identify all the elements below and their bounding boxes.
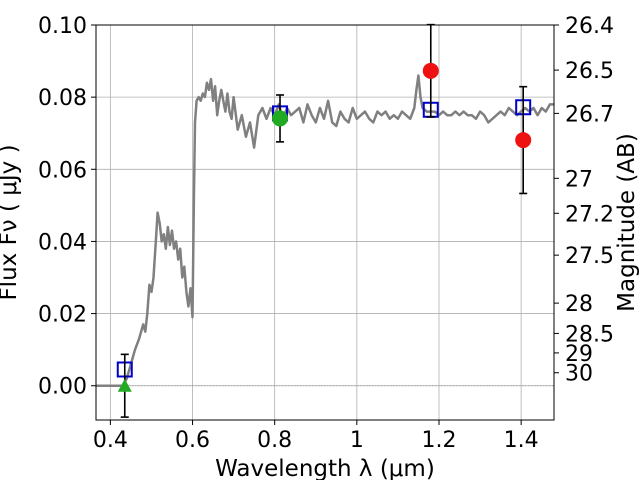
right-tick-label: 29 (565, 342, 593, 367)
photometry-circle-point (515, 132, 532, 149)
right-tick-label: 27.5 (565, 244, 614, 269)
right-tick-label: 27 (565, 167, 593, 192)
right-tick-label: 26.7 (565, 102, 614, 127)
y-tick-label: 0.06 (38, 158, 87, 183)
y-axis-ticks: 0.00 0.02 0.04 0.06 0.08 0.10 (38, 14, 96, 400)
spectrum-line (96, 74, 554, 387)
y-axis-label: Flux Fν ( μJy ) (0, 144, 22, 300)
y-tick-label: 0.08 (38, 86, 87, 111)
right-axis-label: Magnitude (AB) (614, 133, 640, 312)
x-tick-label: 1 (350, 428, 364, 453)
x-tick-label: 0.8 (257, 428, 292, 453)
x-tick-label: 0.6 (175, 428, 210, 453)
x-tick-label: 1.2 (421, 428, 456, 453)
plot-frame (95, 24, 555, 421)
right-tick-label: 26.4 (565, 14, 614, 39)
right-tick-label: 28 (565, 292, 593, 317)
right-tick-label: 26.5 (565, 59, 614, 84)
x-tick-label: 1.4 (504, 428, 539, 453)
right-tick-label: 28.5 (565, 322, 614, 347)
right-tick-label: 30 (565, 362, 593, 387)
series-layer (96, 23, 554, 418)
x-axis-ticks: 0.4 0.6 0.8 1 1.2 1.4 (93, 420, 539, 453)
grid-lines (96, 24, 554, 420)
x-axis-label: Wavelength λ (μm) (215, 456, 435, 480)
y-tick-label: 0.02 (38, 303, 87, 328)
y-tick-label: 0.00 (38, 375, 87, 400)
y-tick-label: 0.10 (38, 14, 87, 39)
x-tick-label: 0.4 (93, 428, 128, 453)
photometry-circle-point (272, 110, 289, 127)
photometry-triangle-point (117, 378, 132, 392)
y-tick-label: 0.04 (38, 230, 87, 255)
right-tick-label: 27.2 (565, 202, 614, 227)
photometry-circle-point (422, 62, 439, 79)
